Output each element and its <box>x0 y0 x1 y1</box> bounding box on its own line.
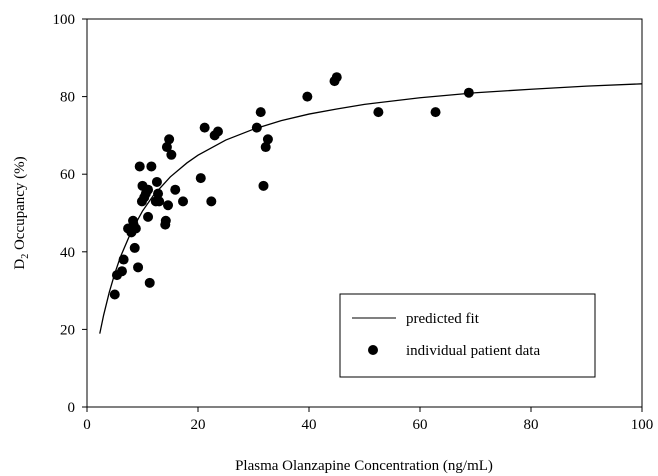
patient-data-point <box>151 176 162 187</box>
patient-data-point <box>146 161 157 172</box>
patient-data-point <box>164 134 175 145</box>
legend-label-predicted-fit: predicted fit <box>406 311 480 327</box>
x-tick-label: 100 <box>631 417 654 433</box>
patient-data-point <box>130 223 141 234</box>
patient-data-point <box>463 87 474 98</box>
patient-data-point <box>161 142 172 153</box>
x-tick-label: 0 <box>83 417 91 433</box>
patient-data-point <box>116 266 127 277</box>
patient-data-point <box>251 122 262 133</box>
x-tick-label: 20 <box>191 417 206 433</box>
y-axis-label: D2 Occupancy (%) <box>12 156 31 269</box>
x-axis-label: Plasma Olanzapine Concentration (ng/mL) <box>235 458 493 474</box>
y-tick-label: 40 <box>60 245 75 261</box>
patient-data-point <box>178 196 189 207</box>
y-tick-label: 100 <box>53 12 76 28</box>
x-tick-label: 60 <box>413 417 428 433</box>
patient-data-point <box>133 262 144 273</box>
plot-frame <box>86 18 643 408</box>
y-tick-label: 0 <box>68 400 76 416</box>
legend-label-patient-data: individual patient data <box>406 343 540 359</box>
patient-data-point <box>331 72 342 83</box>
patient-data-point <box>255 107 266 118</box>
y-tick-label: 80 <box>60 90 75 106</box>
patient-data-point <box>212 126 223 137</box>
patient-data-point <box>195 173 206 184</box>
plot-area <box>99 72 643 334</box>
patient-data-point <box>262 134 273 145</box>
patient-data-point <box>143 211 154 222</box>
predicted-fit-line <box>99 83 643 334</box>
patient-data-point <box>170 184 181 195</box>
patient-data-point <box>258 180 269 191</box>
y-axis-label-main: D <box>12 259 28 270</box>
x-tick-label: 40 <box>302 417 317 433</box>
x-tick-label: 80 <box>524 417 539 433</box>
patient-data-point <box>118 254 129 265</box>
legend-marker-swatch <box>368 345 378 355</box>
patient-data-point <box>199 122 210 133</box>
patient-data-point <box>154 196 165 207</box>
legend-box <box>339 293 596 378</box>
y-axis-label-rest: Occupancy (%) <box>12 156 28 253</box>
tick-marks: 0 20 40 60 80 100 0 20 40 60 80 100 <box>53 12 654 433</box>
patient-data-point <box>109 289 120 300</box>
patient-data-point <box>260 142 271 153</box>
patient-data-point <box>144 277 155 288</box>
patient-data-point <box>134 161 145 172</box>
patient-data-point <box>129 242 140 253</box>
y-axis-label-subscript: 2 <box>20 254 31 259</box>
y-tick-label: 60 <box>60 167 75 183</box>
patient-data-point <box>373 107 384 118</box>
patient-data-point <box>302 91 313 102</box>
patient-data-point <box>160 215 171 226</box>
patient-data-point <box>206 196 217 207</box>
patient-data-point <box>153 188 164 199</box>
patient-data-point <box>430 107 441 118</box>
y-tick-label: 20 <box>60 322 75 338</box>
axes <box>86 18 643 408</box>
patient-data-point <box>166 149 177 160</box>
patient-data-point <box>143 184 154 195</box>
patient-data-point <box>163 200 174 211</box>
legend: predicted fit individual patient data <box>339 293 596 378</box>
